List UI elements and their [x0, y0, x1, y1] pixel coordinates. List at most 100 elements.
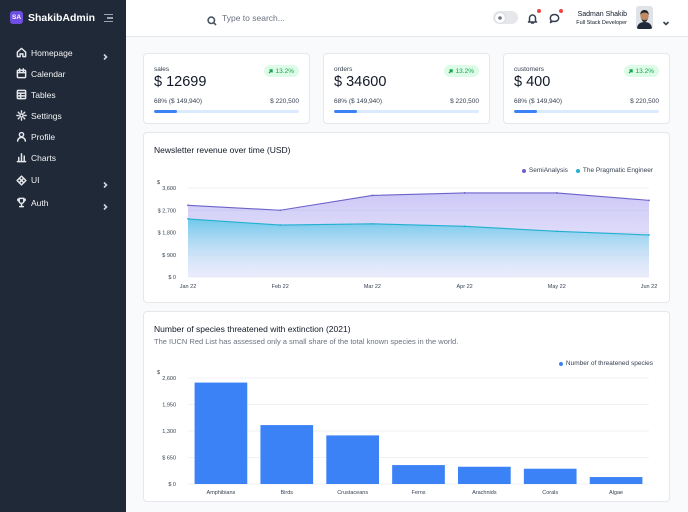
menu-toggle-icon[interactable] [104, 14, 113, 22]
legend-dot [575, 168, 580, 173]
stat-progress-text: 68% ($ 149,940) [514, 98, 563, 105]
sidebar-item-auth[interactable]: Auth [0, 192, 126, 213]
avatar[interactable] [636, 6, 653, 29]
series-line [187, 218, 650, 236]
y-tick-label: $ 2,700 [158, 208, 176, 214]
sidebar-item-tables[interactable]: Tables [0, 84, 126, 105]
y-tick-label: $ 650 [162, 456, 176, 462]
bar [589, 477, 643, 484]
messages-button[interactable] [549, 9, 563, 24]
sidebar-item-label: Settings [31, 110, 62, 121]
stat-label: sales [154, 66, 170, 73]
x-tick-label: Birds [281, 490, 294, 496]
sidebar-item-ui[interactable]: UI [0, 170, 126, 191]
search-icon [207, 13, 217, 26]
user-name: Sadman Shakib [577, 11, 627, 18]
chevron-down-icon[interactable] [662, 14, 670, 26]
y-tick-label: $ 900 [162, 253, 176, 259]
y-tick-label: $ 0 [168, 482, 176, 488]
home-icon [16, 47, 27, 58]
sidebar-item-label: Homepage [31, 47, 73, 58]
x-tick-label: May 22 [548, 284, 566, 290]
series-area [188, 218, 649, 277]
stat-card-sales: sales 13.2% $ 12699 68% ($ 149,940) $ 22… [143, 53, 310, 124]
notifications-button[interactable] [527, 9, 541, 24]
y-tick-label: 1,300 [162, 429, 176, 435]
x-tick-label: Ferns [411, 490, 425, 496]
bar [458, 466, 511, 484]
progress-fill [334, 110, 358, 113]
bell-icon [527, 11, 538, 28]
bar [326, 435, 379, 484]
sidebar-item-profile[interactable]: Profile [0, 126, 126, 147]
bar [392, 465, 445, 484]
chart-title: Number of species threatened with extinc… [154, 324, 351, 334]
theme-toggle[interactable] [493, 11, 518, 24]
y-unit-label: $ [157, 180, 160, 186]
brand-name: ShakibAdmin [28, 11, 96, 24]
x-tick-label: Jun 22 [641, 284, 658, 290]
bar [194, 382, 248, 484]
sidebar-item-homepage[interactable]: Homepage [0, 42, 126, 63]
x-tick-label: Mar 22 [364, 284, 381, 290]
chart-legend: SemiAnalysis The Pragmatic Engineer [521, 167, 653, 174]
user-role: Full Stack Developer [576, 20, 627, 26]
species-chart-card: Number of species threatened with extinc… [143, 311, 670, 502]
status-badge: 13.2% [443, 65, 479, 77]
stat-change: 13.2% [455, 67, 474, 75]
bar-chart-icon [16, 152, 27, 163]
data-point [648, 234, 650, 236]
stat-target: $ 220,500 [270, 98, 299, 105]
data-point [371, 194, 374, 197]
legend-dot [521, 168, 526, 173]
legend-item[interactable]: Number of threatened species [558, 360, 653, 367]
sidebar-item-label: Tables [31, 89, 56, 100]
data-point [463, 225, 466, 228]
stat-target: $ 220,500 [630, 98, 659, 105]
x-tick-label: Corals [542, 490, 558, 496]
stat-card-customers: customers 13.2% $ 400 68% ($ 149,940) $ … [503, 53, 670, 124]
stat-value: $ 12699 [154, 74, 207, 90]
y-tick-label: 1,950 [162, 403, 176, 409]
sidebar-item-label: Profile [31, 131, 56, 142]
y-tick-label: $ 1,800 [158, 231, 176, 237]
legend-item[interactable]: SemiAnalysis [521, 167, 568, 174]
series-line [187, 192, 650, 211]
data-point [555, 192, 558, 194]
legend-dot [558, 361, 563, 366]
progress-bar [334, 110, 479, 113]
chevron-right-icon [101, 198, 109, 211]
search-input[interactable] [222, 11, 402, 25]
message-dot [559, 9, 563, 13]
sidebar-item-charts[interactable]: Charts [0, 147, 126, 168]
arrow-up-right-icon [448, 68, 453, 73]
top-header: Sadman Shakib Full Stack Developer [126, 0, 688, 37]
stat-value: $ 400 [514, 74, 551, 90]
x-tick-label: Feb 22 [272, 284, 289, 290]
bar-chart: $ 0 $ 650 1,300 1,950 2,600$ Amphibians Birds C… [157, 370, 649, 496]
chat-icon [549, 11, 560, 28]
x-tick-label: Crustaceans [337, 490, 368, 496]
sidebar-item-label: Calendar [31, 68, 66, 79]
sidebar: SA ShakibAdmin Homepage Calendar Tables … [0, 0, 126, 512]
sidebar-item-label: UI [31, 175, 40, 185]
arrow-up-right-icon [268, 68, 273, 73]
legend-label: Number of threatened species [565, 360, 653, 367]
sidebar-item-calendar[interactable]: Calendar [0, 63, 126, 84]
data-point [371, 222, 374, 225]
data-point [648, 199, 650, 202]
sidebar-item-label: Auth [31, 197, 49, 208]
stat-target: $ 220,500 [450, 98, 479, 105]
stat-label: customers [514, 66, 544, 73]
chart-legend: Number of threatened species [558, 360, 653, 367]
brand[interactable]: SA ShakibAdmin [10, 11, 95, 24]
brand-logo: SA [10, 11, 23, 24]
stat-label: orders [334, 66, 353, 73]
sidebar-nav: Homepage Calendar Tables Settings Profil… [0, 42, 126, 213]
legend-item[interactable]: The Pragmatic Engineer [575, 167, 653, 174]
notification-dot [537, 9, 541, 13]
sidebar-item-settings[interactable]: Settings [0, 105, 126, 126]
data-point [279, 209, 282, 212]
stat-change: 13.2% [275, 67, 294, 75]
data-point [555, 230, 558, 233]
